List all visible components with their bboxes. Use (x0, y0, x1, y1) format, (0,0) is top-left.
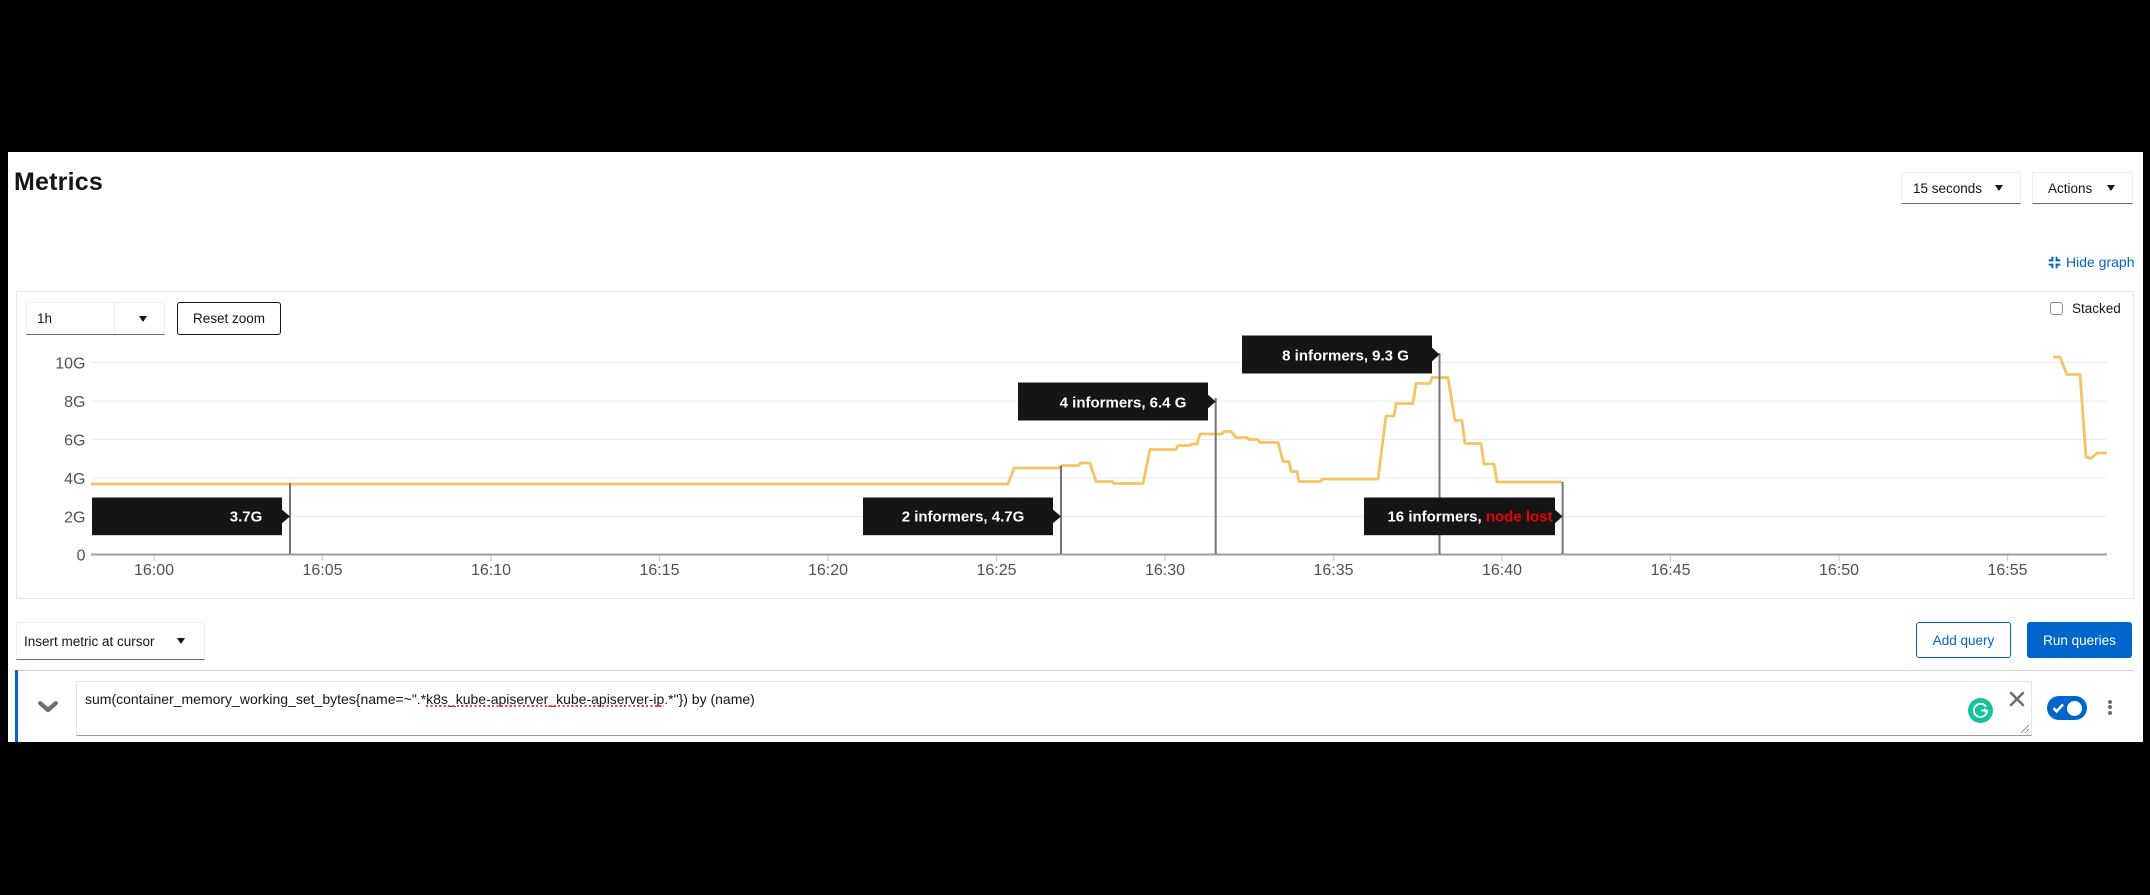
svg-text:16 informers, node lost: 16 informers, node lost (1387, 509, 1552, 526)
svg-text:16:40: 16:40 (1482, 562, 1522, 579)
svg-text:16:10: 16:10 (471, 562, 511, 579)
svg-text:8G: 8G (64, 394, 85, 411)
svg-text:16:15: 16:15 (639, 562, 679, 579)
svg-text:16:50: 16:50 (1819, 562, 1859, 579)
svg-text:2 informers, 4.7G: 2 informers, 4.7G (902, 509, 1025, 526)
svg-text:16:30: 16:30 (1145, 562, 1185, 579)
svg-text:16:05: 16:05 (302, 562, 342, 579)
svg-text:8 informers, 9.3 G: 8 informers, 9.3 G (1282, 348, 1409, 365)
svg-text:16:25: 16:25 (976, 562, 1016, 579)
svg-text:16:20: 16:20 (808, 562, 848, 579)
svg-text:10G: 10G (55, 356, 85, 373)
svg-text:0: 0 (77, 548, 86, 565)
svg-text:3.7G: 3.7G (230, 509, 263, 526)
svg-text:6G: 6G (64, 433, 85, 450)
svg-text:4G: 4G (64, 471, 85, 488)
svg-text:16:45: 16:45 (1650, 562, 1690, 579)
svg-text:16:35: 16:35 (1313, 562, 1353, 579)
svg-text:16:00: 16:00 (134, 562, 174, 579)
svg-text:2G: 2G (64, 510, 85, 527)
svg-text:16:55: 16:55 (1987, 562, 2027, 579)
svg-text:4 informers, 6.4 G: 4 informers, 6.4 G (1060, 395, 1187, 412)
